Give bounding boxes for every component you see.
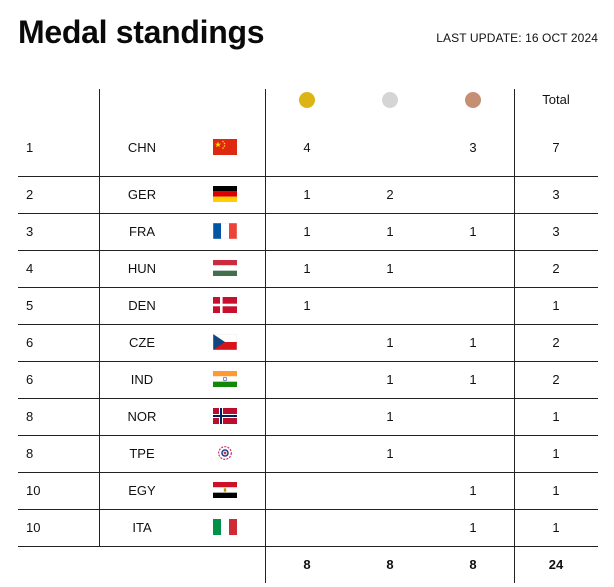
rank-cell: 5 (26, 298, 34, 313)
row-divider (18, 324, 598, 325)
gold-count-cell: 1 (303, 187, 311, 202)
silver-count-cell: 1 (386, 409, 394, 424)
gold-count-cell: 1 (303, 298, 311, 313)
gold-count-cell: 1 (303, 261, 311, 276)
czech-flag-icon (213, 334, 237, 350)
country-code-cell: ITA (132, 520, 152, 535)
column-divider (265, 89, 266, 583)
gold-count-cell: 4 (303, 140, 311, 155)
silver-total-cell: 8 (386, 557, 394, 572)
rank-cell: 10 (26, 483, 41, 498)
row-divider (18, 176, 598, 177)
bronze-count-cell: 1 (469, 520, 477, 535)
bronze-medal-icon (465, 92, 481, 108)
total-count-cell: 7 (552, 140, 560, 155)
column-divider (99, 89, 100, 546)
india-flag-icon (213, 371, 237, 387)
last-update-label: LAST UPDATE: (436, 31, 522, 45)
silver-count-cell: 1 (386, 372, 394, 387)
row-divider (18, 213, 598, 214)
row-divider (18, 398, 598, 399)
country-code-cell: HUN (127, 261, 157, 276)
rank-cell: 3 (26, 224, 34, 239)
row-divider (18, 361, 598, 362)
column-divider (514, 89, 515, 583)
gold-count-cell: 1 (303, 224, 311, 239)
rank-cell: 8 (26, 446, 34, 461)
rank-cell: 1 (26, 140, 34, 155)
bronze-count-cell: 3 (469, 140, 477, 155)
last-update: LAST UPDATE: 16 OCT 2024 (436, 31, 598, 45)
total-count-cell: 1 (552, 446, 560, 461)
bronze-count-cell: 1 (469, 372, 477, 387)
silver-count-cell: 1 (386, 261, 394, 276)
row-divider (18, 250, 598, 251)
country-code-cell: CHN (127, 140, 157, 155)
silver-medal-icon (382, 92, 398, 108)
country-code-cell: EGY (128, 483, 156, 498)
country-code-cell: IND (130, 372, 154, 387)
silver-count-cell: 1 (386, 446, 394, 461)
bronze-total-cell: 8 (469, 557, 477, 572)
hungary-flag-icon (213, 260, 237, 276)
total-header: Total (542, 92, 570, 107)
silver-count-cell: 1 (386, 224, 394, 239)
gold-total-cell: 8 (303, 557, 311, 572)
row-divider (18, 509, 598, 510)
bronze-count-cell: 1 (469, 483, 477, 498)
country-code-cell: DEN (128, 298, 156, 313)
page-title: Medal standings (18, 14, 265, 50)
gold-medal-icon (299, 92, 315, 108)
chinese-taipei-flag-icon (213, 445, 237, 461)
last-update-date: 16 OCT 2024 (525, 31, 598, 45)
row-divider (18, 435, 598, 436)
rank-cell: 8 (26, 409, 34, 424)
total-count-cell: 1 (552, 298, 560, 313)
bronze-count-cell: 1 (469, 335, 477, 350)
rank-cell: 6 (26, 335, 34, 350)
country-code-cell: TPE (129, 446, 155, 461)
rank-cell: 6 (26, 372, 34, 387)
denmark-flag-icon (213, 297, 237, 313)
row-divider (18, 287, 598, 288)
china-flag-icon (213, 139, 237, 155)
total-count-cell: 1 (552, 483, 560, 498)
rank-cell: 2 (26, 187, 34, 202)
bronze-count-cell: 1 (469, 224, 477, 239)
italy-flag-icon (213, 519, 237, 535)
total-count-cell: 3 (552, 187, 560, 202)
total-count-cell: 2 (552, 261, 560, 276)
egypt-flag-icon (213, 482, 237, 498)
norway-flag-icon (213, 408, 237, 424)
france-flag-icon (213, 223, 237, 239)
total-count-cell: 2 (552, 372, 560, 387)
rank-cell: 10 (26, 520, 41, 535)
total-count-cell: 3 (552, 224, 560, 239)
grand-total-cell: 24 (548, 557, 564, 572)
silver-count-cell: 2 (386, 187, 394, 202)
country-code-cell: CZE (129, 335, 155, 350)
row-divider (18, 472, 598, 473)
rank-cell: 4 (26, 261, 34, 276)
country-code-cell: GER (127, 187, 157, 202)
country-code-cell: NOR (127, 409, 157, 424)
germany-flag-icon (213, 186, 237, 202)
total-count-cell: 2 (552, 335, 560, 350)
total-count-cell: 1 (552, 520, 560, 535)
country-code-cell: FRA (129, 224, 155, 239)
silver-count-cell: 1 (386, 335, 394, 350)
row-divider (18, 546, 598, 547)
total-count-cell: 1 (552, 409, 560, 424)
